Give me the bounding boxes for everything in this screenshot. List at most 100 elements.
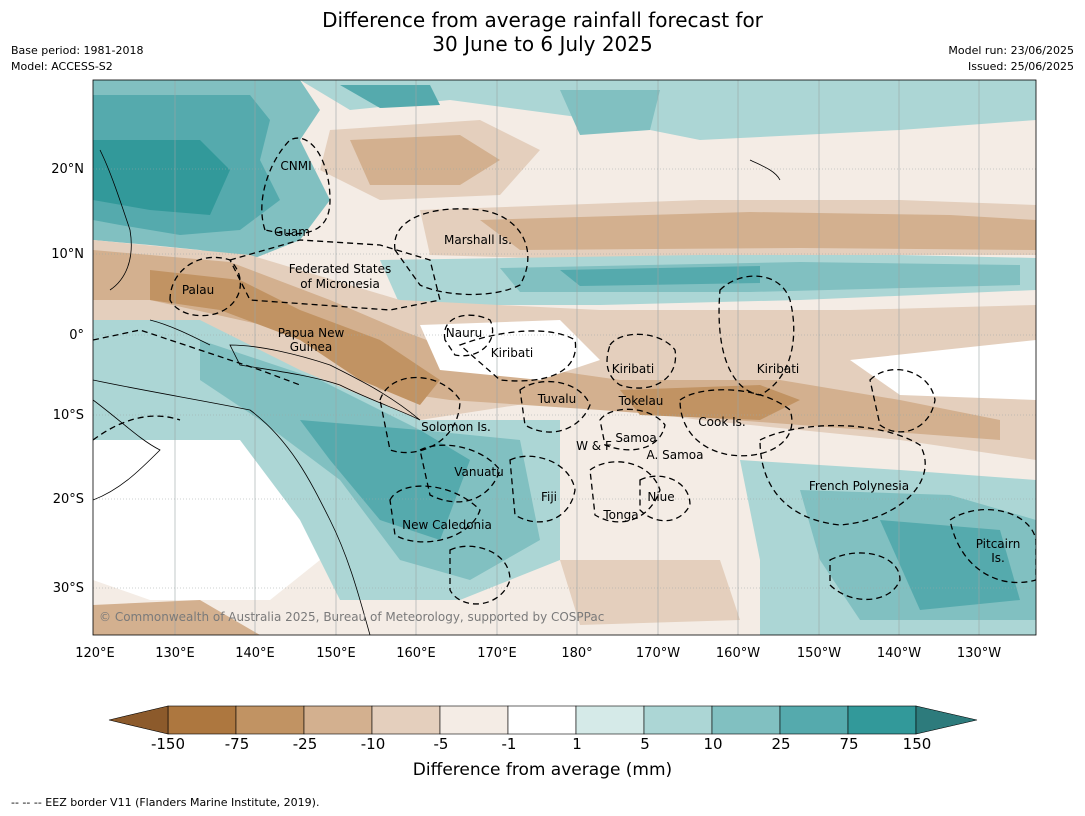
region-label-kiribati-central: Kiribati <box>612 362 654 376</box>
lon-label-120e: 120°E <box>75 646 115 661</box>
lon-label-170w: 170°W <box>636 646 680 661</box>
map-frame <box>92 79 1037 636</box>
colorbar-bin <box>847 705 917 735</box>
colorbar-tick: 10 <box>703 735 723 753</box>
lon-label-160w: 160°W <box>716 646 760 661</box>
colorbar-tick: -75 <box>224 735 250 753</box>
colorbar-bin <box>303 705 373 735</box>
lat-label-10s: 10°S <box>53 408 84 423</box>
region-label-palau: Palau <box>182 283 214 297</box>
dry-core-10n <box>480 212 1036 250</box>
region-label-fsm-line2: of Micronesia <box>300 277 380 291</box>
dry-peak-png <box>150 270 440 405</box>
model-run-text: Model run: 23/06/2025 <box>948 44 1074 57</box>
colorbar-bin <box>643 705 713 735</box>
colorbar-tick: -150 <box>150 735 186 753</box>
colorbar-bin <box>575 705 645 735</box>
colorbar-label: Difference from average (mm) <box>412 760 673 780</box>
lat-label-10n: 10°N <box>51 247 84 262</box>
colorbar-tick: 5 <box>640 735 650 753</box>
eez-borders <box>93 137 1036 605</box>
region-label-guam: Guam <box>274 225 310 239</box>
eez-legend-note: -- -- -- EEZ border V11 (Flanders Marine… <box>11 796 320 809</box>
region-label-solomon: Solomon Is. <box>421 420 491 434</box>
region-label-pitcairn-line1: Pitcairn <box>976 537 1021 551</box>
region-label-png-line2: Guinea <box>290 340 333 354</box>
lon-label-140e: 140°E <box>235 646 275 661</box>
region-label-cook: Cook Is. <box>698 415 745 429</box>
lon-label-150w: 150°W <box>797 646 841 661</box>
region-label-new-caledonia: New Caledonia <box>402 518 492 532</box>
lon-label-130e: 130°E <box>155 646 195 661</box>
colorbar-tick: 75 <box>839 735 859 753</box>
anomaly-field <box>93 80 1036 635</box>
region-label-marshall: Marshall Is. <box>444 233 512 247</box>
wet-patch-north <box>340 85 440 108</box>
region-label-nauru: Nauru <box>446 326 482 340</box>
lat-label-30s: 30°S <box>53 581 84 596</box>
lon-label-150e: 150°E <box>316 646 356 661</box>
wet-peak-nw <box>93 140 230 215</box>
colorbar-tick: 25 <box>771 735 791 753</box>
region-label-kiribati-west: Kiribati <box>491 346 533 360</box>
model-text: Model: ACCESS-S2 <box>11 60 113 73</box>
colorbar-tick: -10 <box>360 735 386 753</box>
region-label-pitcairn-line2: Is. <box>991 551 1005 565</box>
region-label-wallis-futuna: W & F <box>576 439 612 453</box>
issued-text: Issued: 25/06/2025 <box>967 60 1074 73</box>
base-period-text: Base period: 1981-2018 <box>11 44 144 57</box>
lon-label-160e: 160°E <box>396 646 436 661</box>
colorbar-bin <box>439 705 509 735</box>
wet-patch-north2 <box>560 90 660 135</box>
region-label-fiji: Fiji <box>541 490 557 504</box>
normal-patch-east <box>850 340 1036 400</box>
region-label-fsm-line1: Federated States <box>289 262 391 276</box>
region-label-vanuatu: Vanuatu <box>454 465 504 479</box>
region-label-kiribati-east: Kiribati <box>757 362 799 376</box>
region-label-niue: Niue <box>647 490 674 504</box>
dry-patch-s <box>560 560 740 625</box>
copyright-text: © Commonwealth of Australia 2025, Bureau… <box>99 610 604 624</box>
colorbar-tick: -5 <box>433 735 449 753</box>
region-label-cnmi: CNMI <box>280 159 311 173</box>
wet-peak-sw <box>300 420 470 540</box>
colorbar-bin <box>779 705 849 735</box>
colorbar-tick: -25 <box>292 735 318 753</box>
colorbar-bin <box>711 705 781 735</box>
colorbar-bin <box>507 705 577 735</box>
lon-label-170e: 170°E <box>477 646 517 661</box>
region-label-tuvalu: Tuvalu <box>537 392 577 406</box>
colorbar-bin <box>235 705 305 735</box>
lat-label-20s: 20°S <box>53 492 84 507</box>
chart-title-line1: Difference from average rainfall forecas… <box>322 8 763 32</box>
dry-core-n <box>350 135 500 185</box>
graticule <box>93 80 1036 635</box>
wet-peak-5n <box>560 266 760 286</box>
region-label-samoa: Samoa <box>615 431 656 445</box>
region-label-tonga: Tonga <box>602 508 638 522</box>
region-label-tokelau: Tokelau <box>618 394 664 408</box>
lat-label-20n: 20°N <box>51 162 84 177</box>
colorbar <box>108 705 978 735</box>
colorbar-tick: -1 <box>501 735 517 753</box>
coastlines <box>93 149 781 635</box>
wet-band-north <box>300 80 1036 140</box>
colorbar-bin <box>371 705 441 735</box>
colorbar-extend-min <box>108 705 169 735</box>
dry-patch-sw <box>93 600 260 635</box>
lat-label-0: 0° <box>69 328 84 343</box>
colorbar-bin <box>167 705 237 735</box>
lon-label-140w: 140°W <box>877 646 921 661</box>
lon-label-130w: 130°W <box>957 646 1001 661</box>
region-label-american-samoa: A. Samoa <box>647 448 704 462</box>
colorbar-extend-max <box>915 705 978 735</box>
lon-label-180: 180° <box>561 646 592 661</box>
colorbar-tick: 1 <box>572 735 582 753</box>
colorbar-tick: 150 <box>902 735 932 753</box>
region-label-french-polynesia: French Polynesia <box>809 479 909 493</box>
region-label-png-line1: Papua New <box>278 326 345 340</box>
chart-title-line2: 30 June to 6 July 2025 <box>432 32 653 56</box>
wet-peak-se <box>880 520 1020 610</box>
dry-peak-cook <box>620 385 800 420</box>
